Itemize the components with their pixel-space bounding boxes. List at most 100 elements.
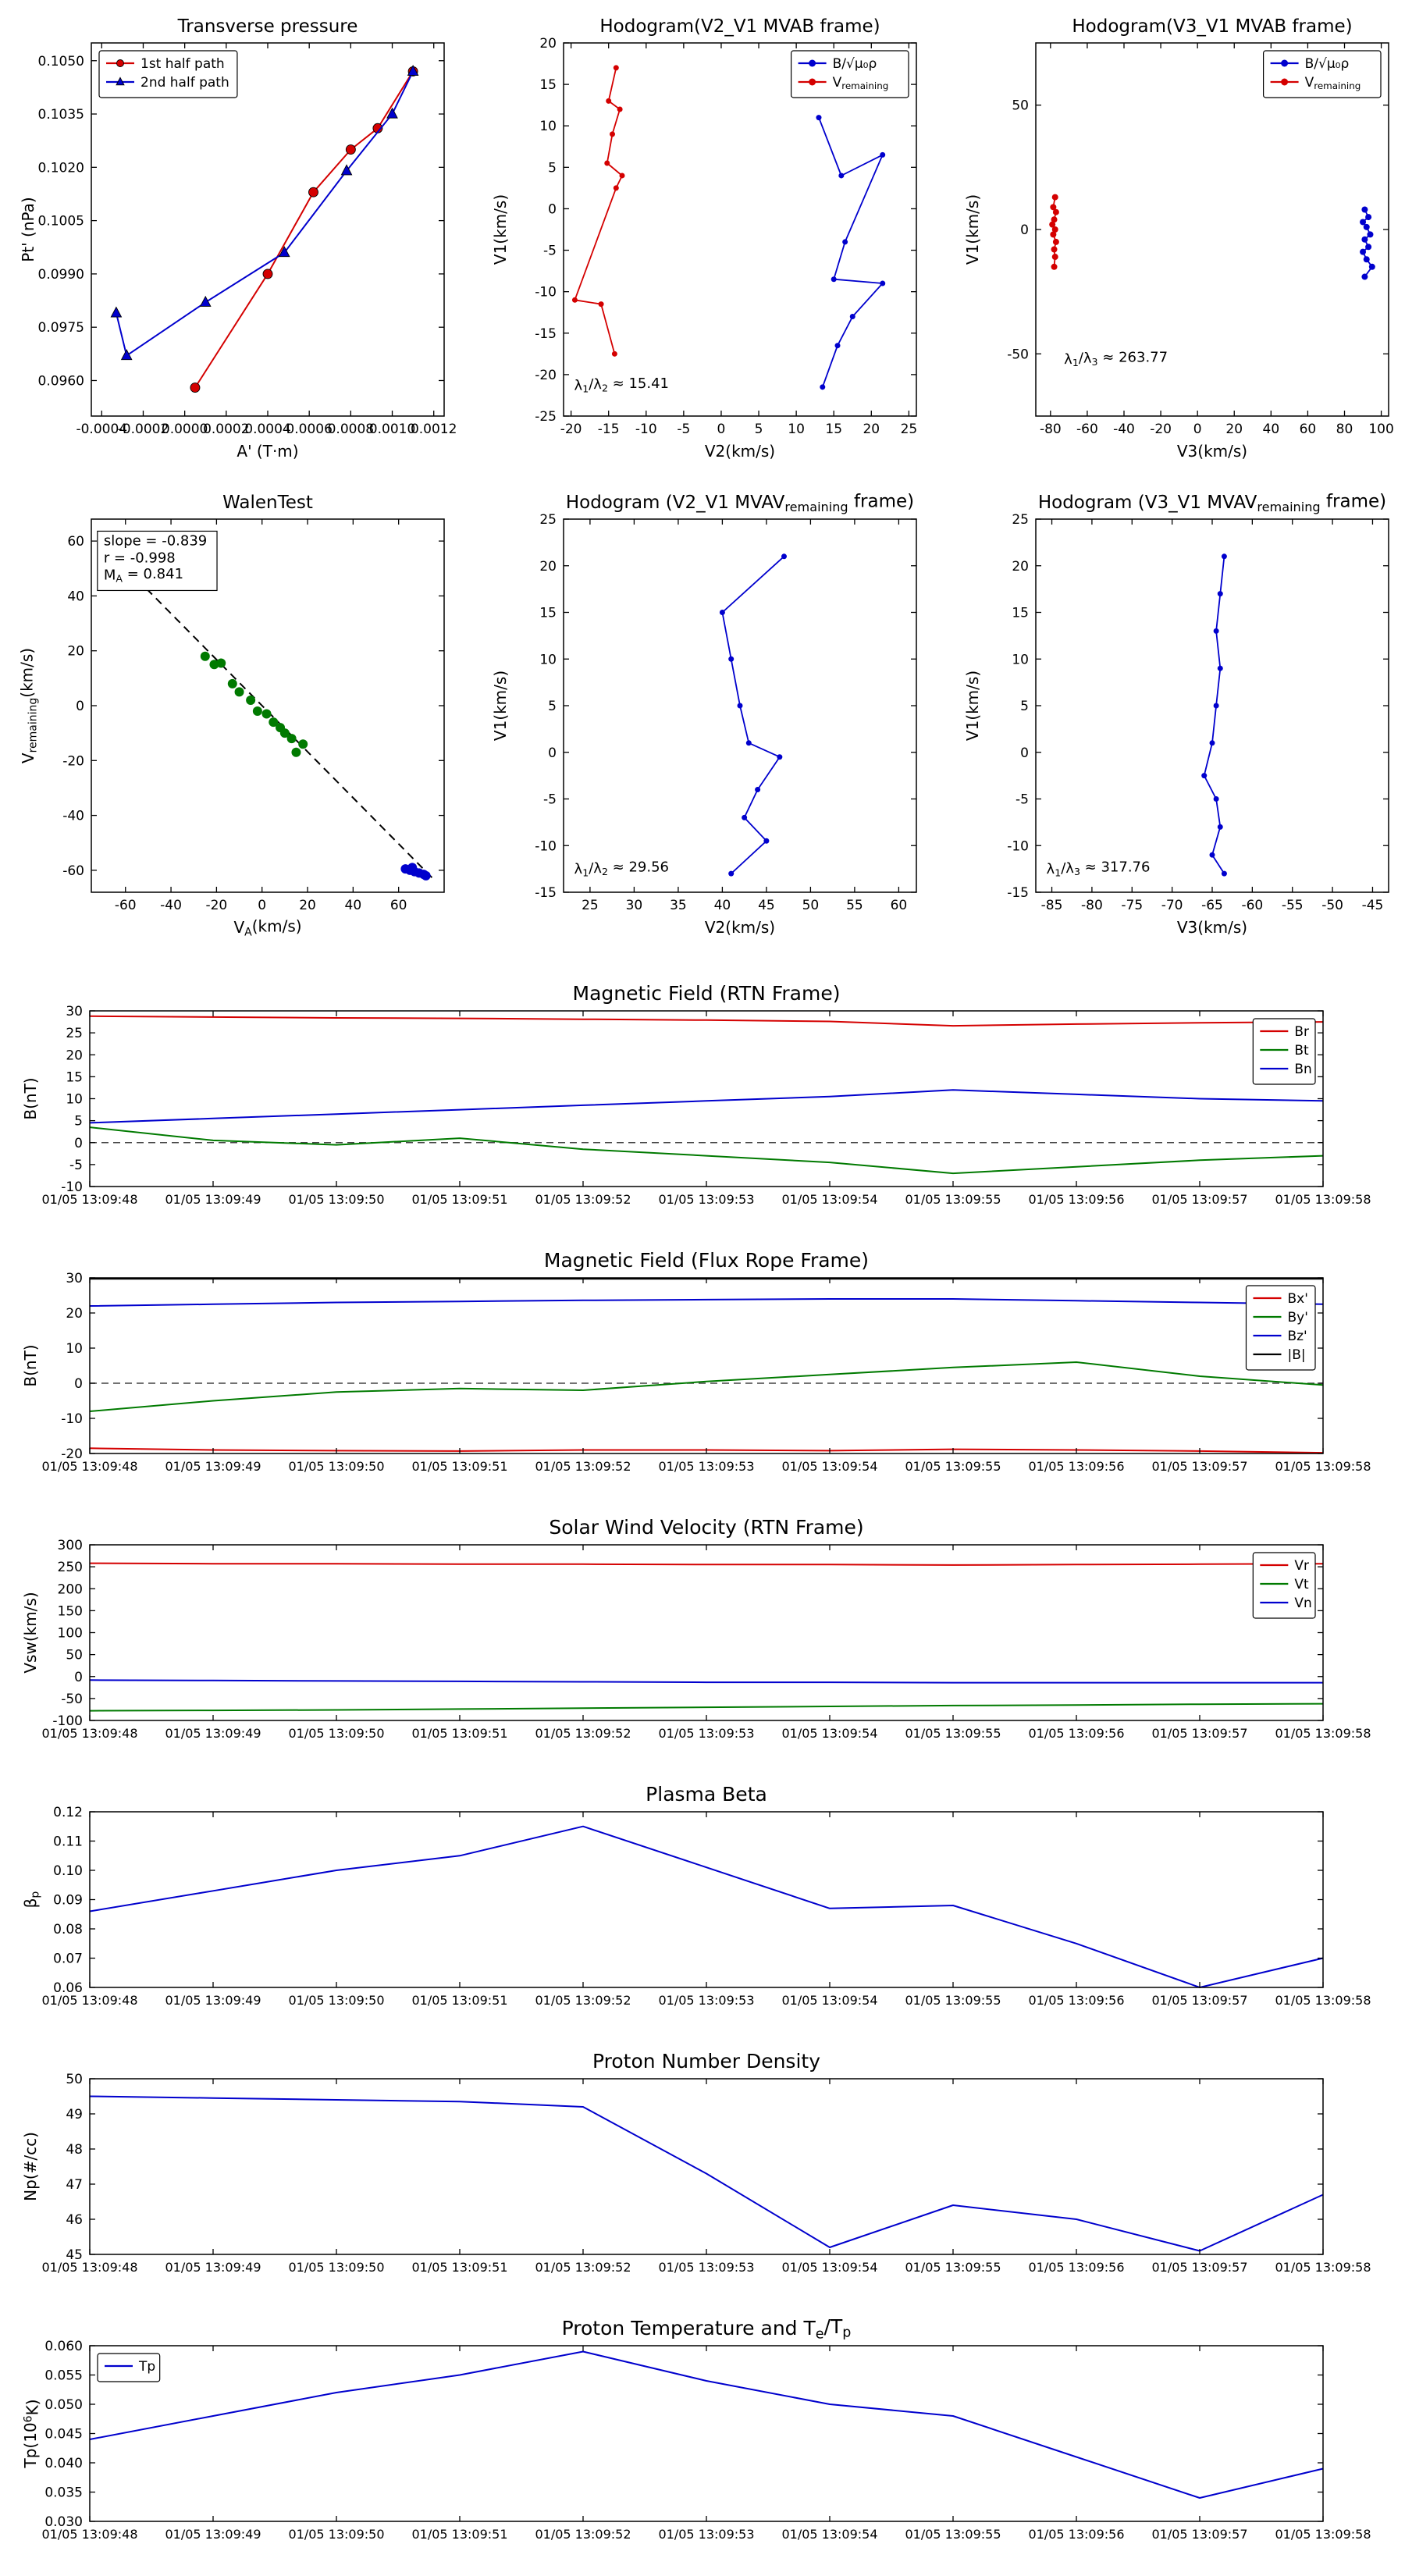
chart-magnetic-field-fluxrope: 01/05 13:09:48 01/05 13:09:49 01/05 13:09:…: [16, 1247, 1389, 1481]
svg-text:Proton Temperature and Te/Tp: Proton Temperature and Te/Tp: [562, 2315, 852, 2342]
svg-text:01/05 13:09:49: 01/05 13:09:49: [165, 1993, 261, 2008]
svg-text:20: 20: [863, 422, 880, 437]
svg-text:01/05 13:09:56: 01/05 13:09:56: [1028, 1726, 1124, 1741]
svg-text:By': By': [1287, 1310, 1307, 1325]
svg-text:0.10: 0.10: [53, 1863, 83, 1879]
svg-text:0.045: 0.045: [44, 2427, 83, 2443]
svg-text:Vremaining(km/s): Vremaining(km/s): [20, 648, 40, 763]
chart-canvas-hodogram-v2v1-mvab: -20 -15 -10 -5 0 5 10 15 20 25-25-20-15-10-505101…: [492, 16, 918, 461]
svg-text:0.040: 0.040: [44, 2456, 83, 2471]
svg-text:V3(km/s): V3(km/s): [1177, 442, 1247, 461]
svg-text:-5: -5: [69, 1158, 83, 1173]
svg-text:5: 5: [1020, 699, 1029, 714]
svg-text:B/√μ₀ρ: B/√μ₀ρ: [833, 56, 877, 72]
svg-text:15: 15: [66, 1069, 83, 1085]
chart-hodogram-v3v1-mvab: -80 -60 -40 -20 0 20 40 60 80 100 -50 0 50 Hodogram(V…: [964, 12, 1401, 472]
svg-text:01/05 13:09:50: 01/05 13:09:50: [288, 1726, 384, 1741]
svg-text:Proton Number Density: Proton Number Density: [592, 2050, 820, 2073]
chart-proton-number-density: 01/05 13:09:48 01/05 13:09:49 01/05 13:09:…: [16, 2048, 1389, 2282]
svg-text:Hodogram (V2_V1 MVAVremaining: Hodogram (V2_V1 MVAVremaining frame): [566, 491, 914, 514]
svg-text:01/05 13:09:58: 01/05 13:09:58: [1275, 1192, 1371, 1207]
svg-text:01/05 13:09:53: 01/05 13:09:53: [658, 1726, 754, 1741]
svg-text:01/05 13:09:54: 01/05 13:09:54: [781, 2527, 877, 2542]
svg-text:01/05 13:09:50: 01/05 13:09:50: [288, 2527, 384, 2542]
svg-text:40: 40: [345, 898, 362, 913]
svg-text:01/05 13:09:52: 01/05 13:09:52: [535, 2527, 631, 2542]
svg-text:0.0000: 0.0000: [162, 422, 208, 437]
svg-text:5: 5: [74, 1114, 83, 1130]
svg-text:01/05 13:09:58: 01/05 13:09:58: [1275, 1726, 1371, 1741]
svg-text:0.07: 0.07: [53, 1952, 83, 1967]
svg-text:Vr: Vr: [1294, 1558, 1309, 1574]
svg-text:01/05 13:09:48: 01/05 13:09:48: [41, 2527, 137, 2542]
svg-text:-10: -10: [535, 285, 557, 301]
svg-text:-5: -5: [677, 422, 690, 437]
svg-text:0: 0: [76, 699, 84, 714]
svg-text:B(nT): B(nT): [21, 1344, 40, 1386]
svg-text:λ1/λ2 ≈ 29.56: λ1/λ2 ≈ 29.56: [574, 859, 669, 878]
svg-text:Bt: Bt: [1294, 1043, 1309, 1059]
svg-text:01/05 13:09:53: 01/05 13:09:53: [658, 2527, 754, 2542]
svg-text:01/05 13:09:55: 01/05 13:09:55: [905, 1726, 1001, 1741]
svg-text:40: 40: [714, 898, 731, 913]
chart-proton-temperature: 01/05 13:09:48 01/05 13:09:49 01/05 13:09:…: [16, 2314, 1389, 2549]
svg-text:5: 5: [548, 160, 557, 176]
svg-text:30: 30: [66, 1004, 83, 1019]
chart-canvas-plasma-beta: 01/05 13:09:48 01/05 13:09:49 01/05 13:09:…: [21, 1783, 1371, 2008]
chart-canvas-hodogram-v2v1-mvav: 25 30 35 40 45 50 55 60 -15 -10 -5 0 5 10 15 20 25 Hodogr…: [492, 491, 917, 937]
svg-text:25: 25: [539, 512, 557, 528]
chart-walen-test: -60 -40 -20 0 20 40 60 -60 -40 -20 0 20 40 60 WalenTes…: [20, 488, 457, 948]
svg-text:Hodogram (V3_V1 MVAVremaining: Hodogram (V3_V1 MVAVremaining frame): [1038, 491, 1386, 514]
svg-text:20: 20: [1225, 422, 1243, 437]
svg-text:25: 25: [582, 898, 599, 913]
chart-hodogram-v2v1-mvav: 25 30 35 40 45 50 55 60 -15 -10 -5 0 5 10 15 20 25 Hodogr…: [492, 488, 929, 948]
svg-text:01/05 13:09:52: 01/05 13:09:52: [535, 1459, 631, 1474]
svg-text:B/√μ₀ρ: B/√μ₀ρ: [1305, 56, 1350, 72]
svg-text:0.1050: 0.1050: [38, 54, 84, 69]
svg-text:r = -0.998: r = -0.998: [104, 550, 176, 566]
svg-text:Pt' (nPa): Pt' (nPa): [20, 197, 37, 262]
svg-text:-100: -100: [52, 1713, 83, 1729]
svg-text:0.08: 0.08: [53, 1922, 83, 1937]
svg-text:Bn: Bn: [1294, 1062, 1311, 1077]
svg-text:-60: -60: [1241, 898, 1263, 913]
svg-text:01/05 13:09:56: 01/05 13:09:56: [1028, 2527, 1124, 2542]
svg-text:-10: -10: [61, 1179, 83, 1195]
svg-text:-20: -20: [62, 753, 84, 769]
svg-text:Magnetic Field (Flux Rope Fram: Magnetic Field (Flux Rope Frame): [544, 1249, 869, 1272]
svg-text:-50: -50: [61, 1692, 83, 1707]
svg-text:V1(km/s): V1(km/s): [492, 194, 510, 265]
svg-text:20: 20: [299, 898, 316, 913]
svg-text:100: 100: [58, 1626, 83, 1642]
svg-text:0.0012: 0.0012: [411, 422, 457, 437]
svg-text:01/05 13:09:55: 01/05 13:09:55: [905, 1192, 1001, 1207]
svg-text:0.1020: 0.1020: [38, 160, 84, 176]
svg-text:V1(km/s): V1(km/s): [492, 671, 510, 741]
svg-text:200: 200: [58, 1582, 83, 1597]
svg-text:-50: -50: [1007, 347, 1029, 362]
svg-text:10: 10: [539, 652, 557, 667]
svg-text:01/05 13:09:55: 01/05 13:09:55: [905, 1459, 1001, 1474]
svg-text:01/05 13:09:58: 01/05 13:09:58: [1275, 1459, 1371, 1474]
svg-text:30: 30: [66, 1271, 83, 1286]
svg-text:250: 250: [58, 1560, 83, 1575]
svg-text:-15: -15: [535, 326, 557, 342]
svg-text:-60: -60: [62, 863, 84, 879]
svg-text:25: 25: [901, 422, 918, 437]
svg-text:λ1/λ3 ≈ 317.76: λ1/λ3 ≈ 317.76: [1047, 859, 1151, 878]
svg-text:VA(km/s): VA(km/s): [233, 917, 301, 939]
svg-text:01/05 13:09:52: 01/05 13:09:52: [535, 2260, 631, 2275]
svg-text:01/05 13:09:56: 01/05 13:09:56: [1028, 2260, 1124, 2275]
svg-text:0: 0: [74, 1136, 83, 1151]
svg-text:55: 55: [846, 898, 863, 913]
svg-text:10: 10: [539, 119, 557, 134]
svg-text:01/05 13:09:52: 01/05 13:09:52: [535, 1726, 631, 1741]
svg-text:01/05 13:09:54: 01/05 13:09:54: [781, 1459, 877, 1474]
svg-text:60: 60: [390, 898, 407, 913]
svg-text:-40: -40: [62, 809, 84, 824]
svg-text:15: 15: [1012, 606, 1029, 621]
svg-text:0: 0: [258, 898, 266, 913]
svg-text:λ1/λ3 ≈ 263.77: λ1/λ3 ≈ 263.77: [1064, 349, 1168, 368]
svg-text:0.0990: 0.0990: [38, 267, 84, 283]
svg-text:-20: -20: [1150, 422, 1172, 437]
